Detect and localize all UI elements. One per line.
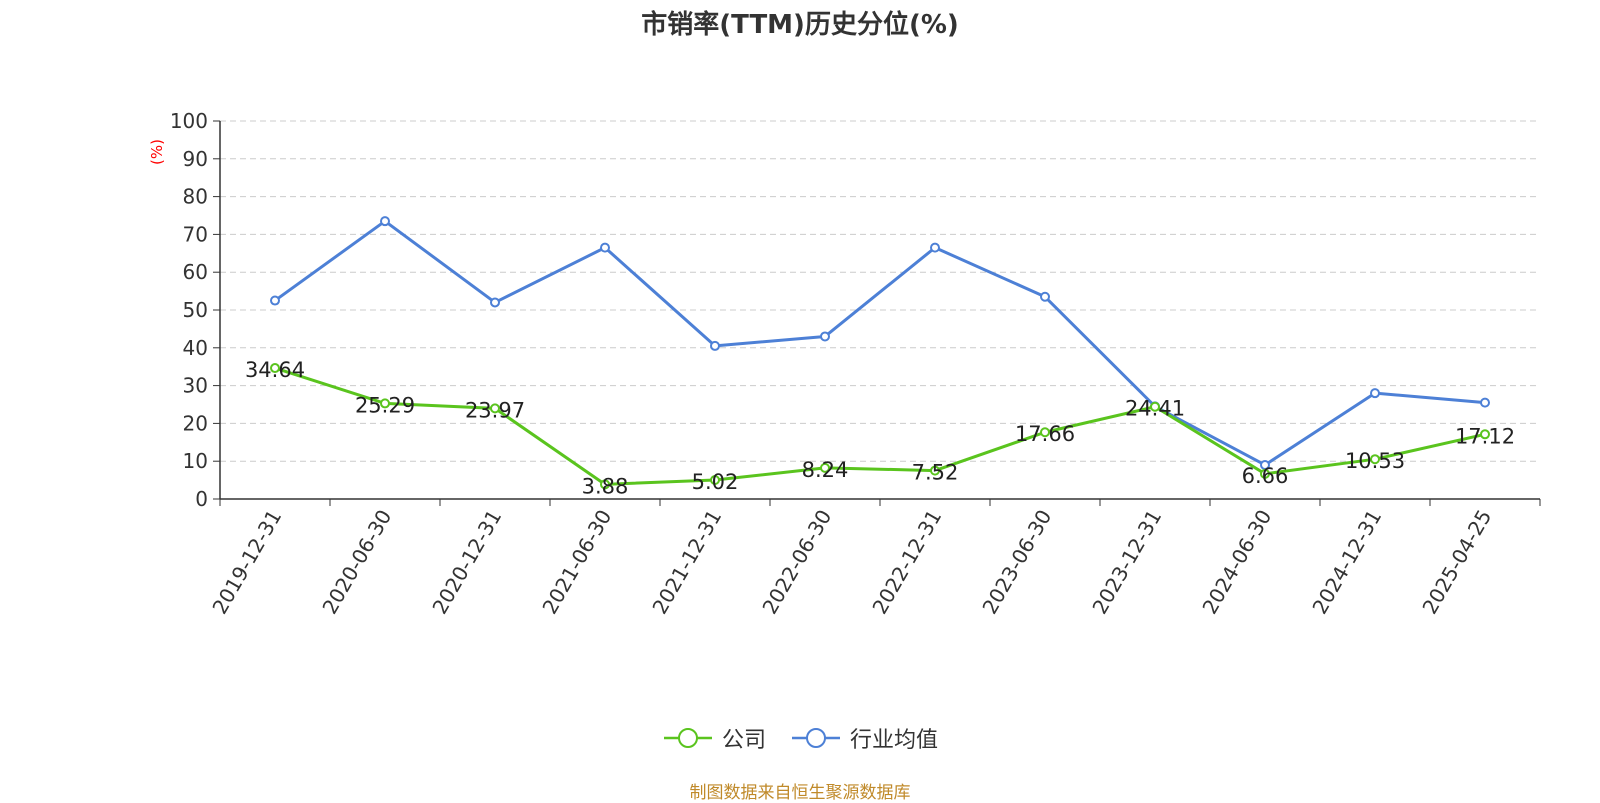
y-tick-label: 30 <box>183 374 208 398</box>
x-tick-label: 2020-12-31 <box>427 506 506 619</box>
series-line-1 <box>274 219 1486 467</box>
data-labels: 34.64 25.29 23.97 3.88 5.02 8.24 7.52 17.66 24.4… <box>245 358 1515 498</box>
x-tick-label: 2022-12-31 <box>867 506 946 619</box>
series-point-1 <box>930 242 940 253</box>
data-label: 34.64 <box>245 358 305 382</box>
y-tick-label: 0 <box>195 487 208 511</box>
x-tick-label: 2025-04-25 <box>1417 506 1496 619</box>
legend-marker <box>677 728 698 748</box>
series-point-0 <box>1370 454 1380 465</box>
y-tick-label: 70 <box>183 222 208 246</box>
source-note: 制图数据来自恒生聚源数据库 <box>689 783 911 803</box>
data-label: 23.97 <box>465 398 525 422</box>
series-line-0 <box>274 366 1486 486</box>
y-tick-label: 40 <box>183 336 208 360</box>
y-tick-label: 60 <box>183 260 208 284</box>
legend: 公司 行业均值 <box>0 722 1600 754</box>
series-point-0 <box>270 363 280 374</box>
series-point-0 <box>1040 427 1050 438</box>
series-point-1 <box>820 331 830 342</box>
series-point-0 <box>1150 401 1160 412</box>
data-label: 17.12 <box>1455 424 1515 448</box>
x-tick-label: 2024-12-31 <box>1307 506 1386 619</box>
chart-title: 市销率(TTM)历史分位(%) <box>641 10 959 40</box>
series-point-0 <box>930 465 940 476</box>
data-label: 17.66 <box>1015 422 1075 446</box>
y-tick-label: 100 <box>170 109 208 133</box>
series-point-0 <box>710 475 720 486</box>
legend-label: 公司 <box>721 728 766 753</box>
series-point-0 <box>820 462 830 473</box>
x-tick-label: 2023-06-30 <box>977 506 1056 619</box>
series-point-1 <box>710 340 720 351</box>
y-axis-title: (%) <box>148 139 166 165</box>
legend-marker <box>806 728 826 748</box>
x-tick-label: 2021-12-31 <box>647 506 726 619</box>
series <box>270 216 1490 490</box>
series-point-1 <box>600 242 610 253</box>
legend-swatch <box>663 728 712 748</box>
y-tick-label: 10 <box>183 449 208 473</box>
legend-label: 行业均值 <box>850 728 939 753</box>
legend-item[interactable]: 行业均值 <box>790 722 938 754</box>
data-label: 7.52 <box>912 461 959 485</box>
series-point-1 <box>380 216 390 227</box>
series-point-0 <box>600 479 610 490</box>
data-label: 10.53 <box>1345 449 1405 473</box>
series-point-0 <box>1480 429 1490 440</box>
x-tick-label: 2020-06-30 <box>317 506 396 619</box>
x-tick-label: 2019-12-31 <box>207 506 286 619</box>
x-tick-label: 2021-06-30 <box>537 506 616 619</box>
y-tick-label: 90 <box>183 147 208 171</box>
series-point-1 <box>490 297 500 308</box>
grid-lines <box>220 120 1540 462</box>
x-tick-label: 2023-12-31 <box>1087 506 1166 619</box>
y-tick-label: 20 <box>183 411 208 435</box>
x-tick-label: 2024-06-30 <box>1197 506 1276 619</box>
data-label: 24.41 <box>1125 397 1185 421</box>
data-label: 3.88 <box>582 474 629 498</box>
series-point-1 <box>1480 397 1490 408</box>
y-tick-label: 80 <box>183 185 208 209</box>
series-point-1 <box>270 295 280 306</box>
legend-swatch <box>792 728 840 748</box>
y-tick-label: 50 <box>183 298 208 322</box>
series-point-1 <box>1040 291 1050 302</box>
data-label: 6.66 <box>1242 464 1289 488</box>
axes: 0 10 20 30 40 50 60 70 80 90 100 2019-12-31 2020-06-… <box>170 109 1541 619</box>
series-point-1 <box>1370 388 1380 399</box>
legend-item[interactable]: 公司 <box>662 722 766 754</box>
data-label: 8.24 <box>802 458 849 482</box>
series-point-0 <box>1260 468 1270 479</box>
series-point-0 <box>490 403 500 414</box>
x-tick-label: 2022-06-30 <box>757 506 836 619</box>
data-label: 5.02 <box>692 470 739 494</box>
data-label: 25.29 <box>355 393 415 417</box>
series-point-0 <box>380 398 390 409</box>
